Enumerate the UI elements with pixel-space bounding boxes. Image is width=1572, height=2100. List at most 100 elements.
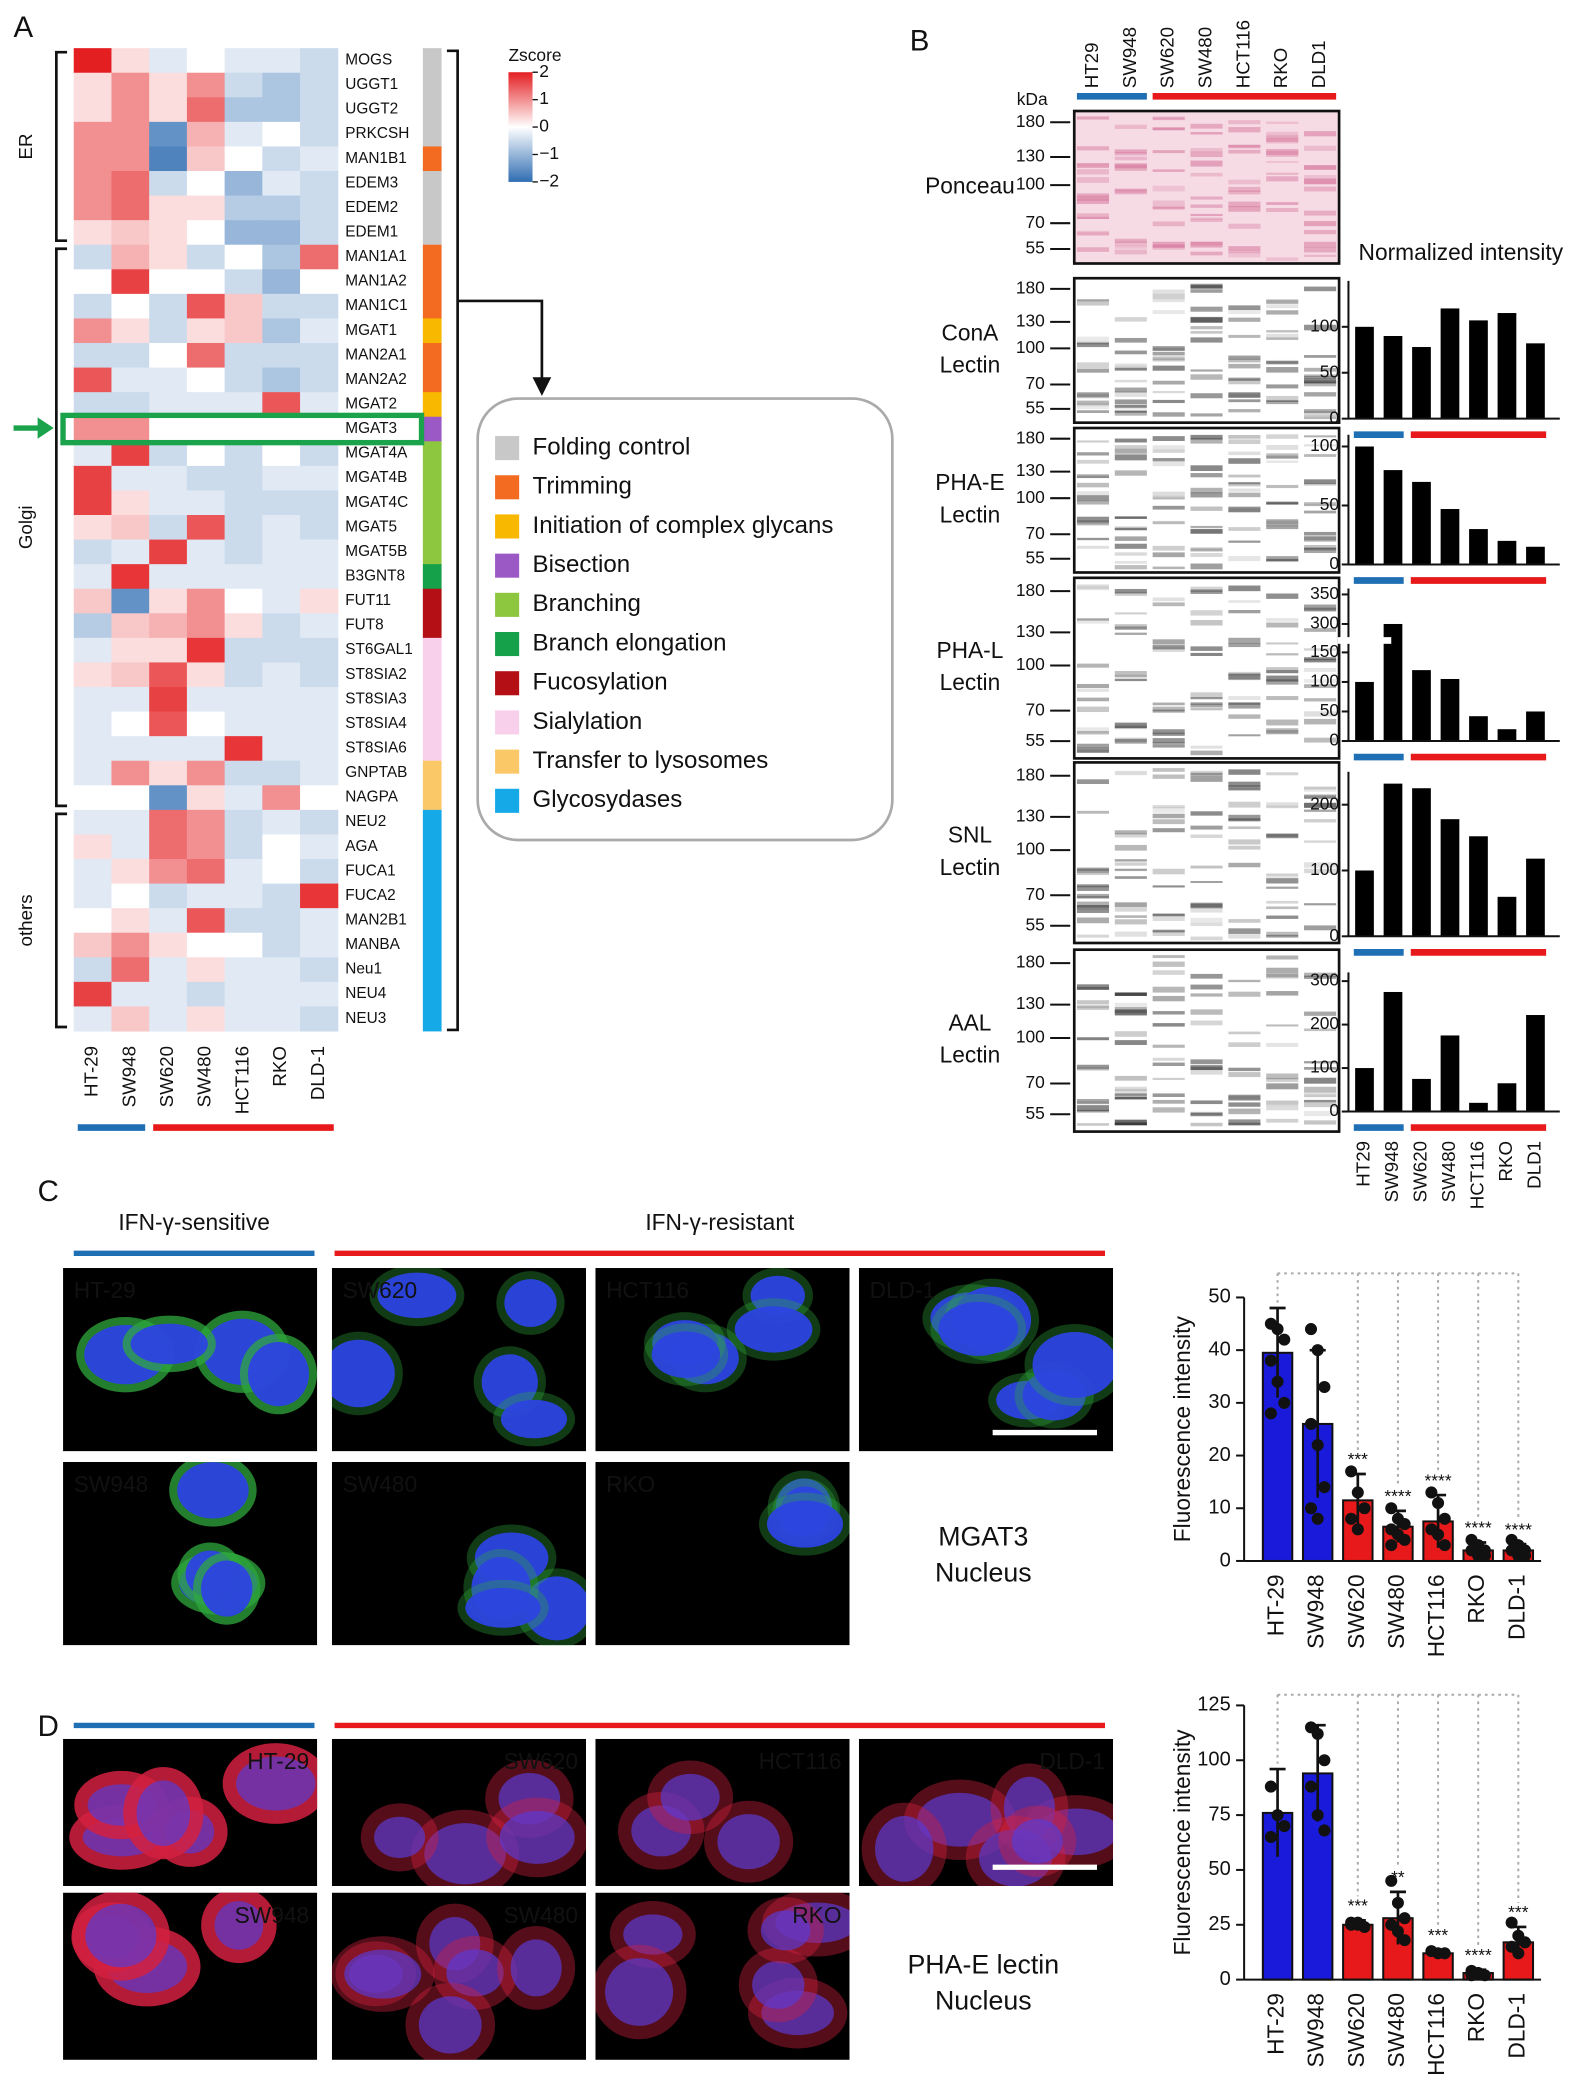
heatmap-cell xyxy=(73,146,112,172)
band xyxy=(1114,149,1147,154)
band xyxy=(1076,393,1110,399)
row-color xyxy=(422,785,442,811)
y-tick-label: 100 xyxy=(1310,1057,1339,1077)
band xyxy=(1266,172,1299,175)
heatmap-cell xyxy=(186,1006,226,1032)
bar xyxy=(1355,1068,1374,1112)
band xyxy=(1304,374,1337,378)
band xyxy=(1190,241,1223,248)
marker-label: 55 xyxy=(1025,730,1044,750)
bar xyxy=(1469,836,1488,937)
band xyxy=(1190,337,1223,343)
band xyxy=(1190,993,1223,997)
blot-label: Lectin xyxy=(940,1042,1001,1068)
band xyxy=(1228,1102,1261,1107)
band xyxy=(1114,588,1147,594)
significance: ** xyxy=(1391,1867,1405,1887)
y-tick-label: 50 xyxy=(1320,361,1339,381)
image-label: HT-29 xyxy=(74,1277,136,1303)
row-color xyxy=(422,859,442,884)
row-color xyxy=(422,367,442,393)
heatmap-cell xyxy=(186,465,226,491)
nucleus xyxy=(344,1949,422,1999)
band xyxy=(1114,404,1147,408)
heatmap-cell xyxy=(224,293,263,319)
heatmap-cell xyxy=(149,416,188,442)
heatmap-cell xyxy=(262,121,301,147)
bar xyxy=(1383,991,1403,1112)
heatmap-cell xyxy=(300,195,339,221)
heatmap-cell xyxy=(149,441,188,467)
heatmap-cell xyxy=(224,244,263,270)
band xyxy=(1228,190,1261,195)
band xyxy=(1266,675,1299,682)
band xyxy=(1228,305,1261,311)
heatmap-cell xyxy=(149,957,188,983)
band xyxy=(1076,901,1110,908)
band xyxy=(1076,232,1110,236)
row-label: UGGT2 xyxy=(345,101,398,118)
row-color xyxy=(422,932,442,958)
band xyxy=(1304,840,1337,843)
band xyxy=(1266,140,1299,144)
nucleus xyxy=(136,1780,191,1846)
heatmap-cell xyxy=(73,809,112,835)
heatmap-cell xyxy=(262,613,301,639)
band xyxy=(1304,1067,1337,1070)
heatmap-cell xyxy=(149,588,188,614)
band xyxy=(1152,1057,1185,1061)
band xyxy=(1190,1020,1223,1026)
marker-label: 180 xyxy=(1016,952,1045,972)
heatmap-cell xyxy=(111,539,150,565)
row-color xyxy=(422,293,442,319)
band xyxy=(1076,584,1110,590)
band xyxy=(1076,706,1110,713)
bar xyxy=(1342,1923,1374,1981)
band xyxy=(1228,585,1261,592)
row-color xyxy=(422,687,442,712)
band xyxy=(1152,986,1185,993)
band xyxy=(1304,819,1337,823)
heatmap-cell xyxy=(300,441,339,467)
heatmap-cell xyxy=(111,736,150,762)
heatmap-cell xyxy=(262,588,301,614)
band xyxy=(1114,536,1147,541)
band xyxy=(1152,995,1185,1002)
significance: *** xyxy=(1348,1896,1369,1916)
band xyxy=(1228,474,1261,478)
band xyxy=(1266,1118,1299,1123)
bar xyxy=(1469,320,1488,419)
heatmap-cell xyxy=(111,97,150,123)
band xyxy=(1190,745,1223,749)
marker-label: 180 xyxy=(1016,580,1045,600)
band xyxy=(1152,706,1185,712)
image-label: HT-29 xyxy=(247,1748,309,1774)
bar xyxy=(1383,470,1403,565)
legend-label: Initiation of complex glycans xyxy=(533,512,834,539)
nucleus xyxy=(660,1773,720,1821)
band xyxy=(1114,833,1147,838)
band xyxy=(1190,465,1223,472)
heatmap-cell xyxy=(186,244,226,270)
nucleus xyxy=(938,1301,1019,1356)
heatmap-cell xyxy=(149,318,188,344)
band xyxy=(1076,868,1110,872)
y-tick-label: 50 xyxy=(1208,1286,1230,1308)
marker-label: 70 xyxy=(1025,1072,1044,1092)
band xyxy=(1228,818,1261,822)
band xyxy=(1266,524,1299,530)
bar xyxy=(1355,681,1374,742)
heatmap-cell xyxy=(149,564,188,590)
row-label: Neu1 xyxy=(345,961,382,978)
band xyxy=(1152,390,1185,394)
band xyxy=(1114,1075,1147,1081)
heatmap-cell xyxy=(149,809,188,835)
data-point xyxy=(1351,1523,1364,1536)
band xyxy=(1228,435,1261,439)
bar xyxy=(1497,729,1517,742)
band xyxy=(1190,825,1223,830)
band xyxy=(1152,351,1185,356)
significance: **** xyxy=(1505,1519,1532,1539)
band xyxy=(1228,439,1261,445)
band xyxy=(1190,506,1223,511)
